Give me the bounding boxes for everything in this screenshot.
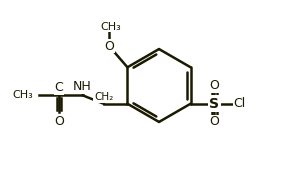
Text: O: O bbox=[209, 79, 219, 92]
Text: S: S bbox=[209, 97, 220, 111]
Text: CH₃: CH₃ bbox=[13, 90, 34, 100]
Text: CH₃: CH₃ bbox=[100, 22, 121, 32]
Text: O: O bbox=[104, 40, 114, 53]
Text: CH₂: CH₂ bbox=[94, 92, 113, 102]
Text: Cl: Cl bbox=[233, 97, 246, 110]
Text: O: O bbox=[54, 115, 64, 128]
Text: NH: NH bbox=[73, 80, 92, 93]
Text: C: C bbox=[55, 81, 63, 94]
Text: O: O bbox=[209, 115, 219, 128]
